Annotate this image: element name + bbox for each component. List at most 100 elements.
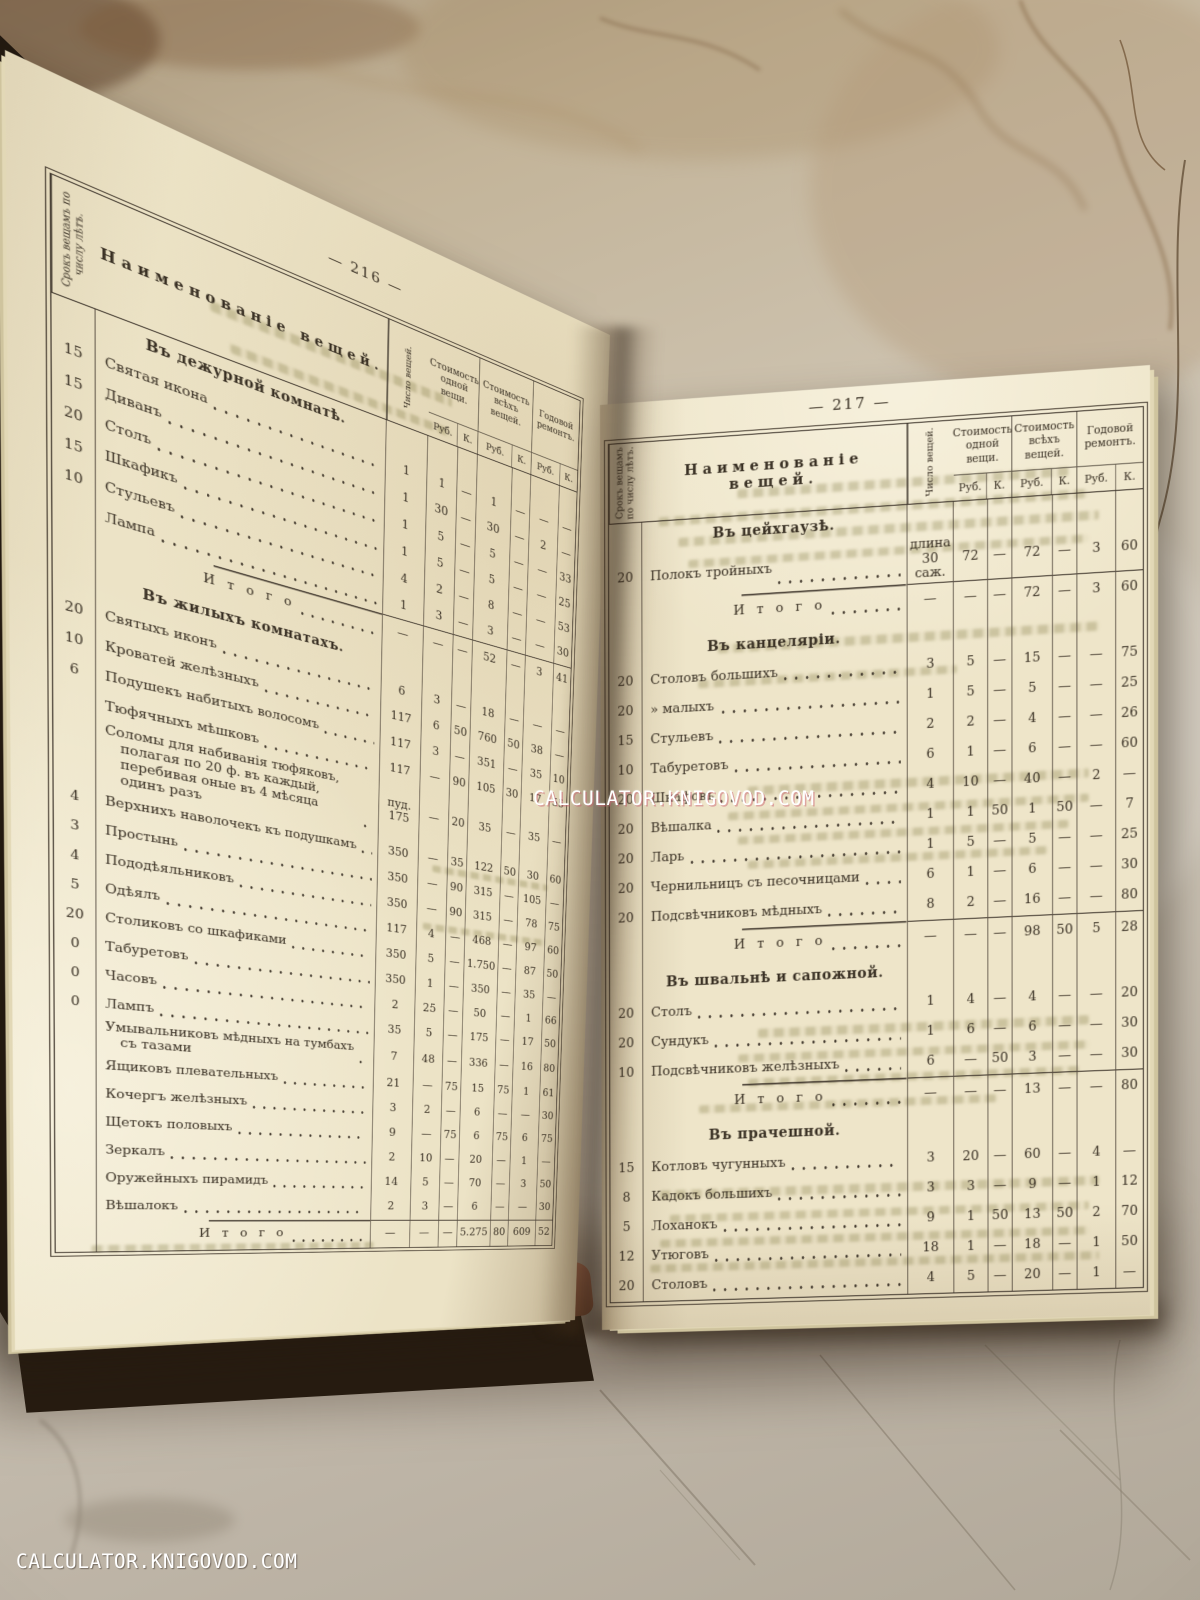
total-value-cell: 28: [1116, 910, 1143, 946]
value-cell: 3: [908, 1172, 955, 1205]
column-subheader: Руб. К.: [1077, 463, 1142, 493]
column-group-cost_all: Стоимость всѣхъ вещей. Руб. К.: [477, 358, 535, 475]
value-cell: 6: [510, 1126, 540, 1152]
value-cell: —: [445, 949, 465, 977]
value-cell: 50: [1053, 792, 1078, 824]
value-cell: 1: [512, 1080, 541, 1106]
value-cell: [907, 952, 955, 988]
value-cell: —: [497, 980, 516, 1007]
dot-leader: [359, 1060, 369, 1064]
value-cell: —: [1053, 1040, 1078, 1072]
value-cell: [1012, 948, 1054, 984]
value-cell: 2: [954, 887, 989, 919]
value-cell: 40: [1012, 763, 1054, 796]
value-cell: [1052, 493, 1078, 529]
item-name: Вѣшалка: [650, 818, 712, 837]
value-cell: 75: [493, 1126, 512, 1151]
item-name: Лампъ: [105, 997, 155, 1017]
value-cell: —: [988, 644, 1013, 677]
value-cell: —: [954, 1044, 989, 1076]
item-name: Утюговъ: [651, 1247, 710, 1264]
value-cell: 16: [512, 1053, 542, 1083]
value-cell: —: [1077, 1039, 1117, 1072]
term-years-cell: [54, 1015, 97, 1052]
value-cell: [988, 950, 1013, 985]
term-years-cell: [54, 1048, 97, 1080]
value-cell: —: [988, 1140, 1013, 1172]
value-cell: 20: [954, 1141, 989, 1173]
column-group-repair: Годовой ремонтъ.Руб. К.: [1077, 407, 1143, 493]
value-cell: 5: [1012, 672, 1054, 706]
item-name: Вѣшалокъ: [105, 1198, 179, 1213]
dot-leader: [832, 607, 901, 615]
term-years-cell: [55, 1134, 97, 1165]
total-value-cell: —: [907, 581, 954, 619]
column-header-repair: Годовой ремонтъ.: [1077, 407, 1143, 468]
item-name: Стульевъ: [650, 729, 714, 748]
value-cell: 20: [448, 793, 469, 854]
value-cell: 3: [509, 1173, 538, 1197]
value-cell: —: [493, 1102, 513, 1127]
item-name: Подсвѣчниковъ желѣзныхъ: [651, 1057, 840, 1080]
value-cell: 70: [458, 1172, 493, 1197]
value-cell: 30: [1121, 856, 1138, 873]
value-cell: —: [491, 1172, 511, 1197]
dot-leader: [713, 1283, 902, 1292]
term-years-cell: [53, 711, 97, 787]
value-cell: —: [1053, 1010, 1078, 1042]
subcolumn-kop: К.: [1123, 469, 1136, 483]
value-cell: 10: [953, 766, 989, 799]
total-value-cell: 98: [1012, 914, 1054, 951]
dot-leader: [832, 1100, 902, 1107]
total-value-cell: 80: [490, 1219, 509, 1246]
value-cell: 48: [413, 1045, 444, 1076]
dot-leader: [845, 1066, 902, 1073]
value-cell: 9: [1012, 1169, 1054, 1201]
item-name: » малыхъ: [650, 699, 715, 718]
total-value-cell: —: [1053, 1071, 1078, 1107]
item-name: Ящиковъ плевательныхъ: [105, 1058, 279, 1084]
dot-leader: [170, 1155, 367, 1164]
value-cell: —: [1053, 762, 1078, 794]
inventory-table-216: Срокъ вещамъ по числу лѣтъ. Наименованіе …: [45, 168, 585, 1257]
value-cell: 30: [502, 780, 522, 809]
value-cell: 4: [416, 920, 447, 950]
value-cell: 26: [1121, 704, 1138, 721]
value-cell: 16: [1012, 884, 1054, 917]
item-name: Щетокъ половыхъ: [105, 1114, 233, 1134]
value-cell: —: [1122, 1142, 1137, 1159]
value-cell: 35: [374, 1016, 415, 1046]
value-cell: —: [439, 1195, 459, 1220]
value-cell: 3: [908, 1142, 955, 1175]
value-cell: —: [1053, 731, 1078, 764]
value-cell: —: [988, 1170, 1013, 1202]
value-cell: 70: [1121, 1203, 1138, 1219]
value-cell: 4: [907, 768, 954, 802]
dot-leader: [690, 850, 901, 864]
value-cell: 5: [953, 676, 989, 709]
total-value-cell: —: [1077, 1069, 1117, 1106]
value-cell: 2: [907, 708, 954, 742]
watermark-center: CALCULATOR.KNIGOVOD.COM: [533, 787, 815, 810]
value-cell: 80: [1121, 886, 1138, 903]
value-cell: 1: [1012, 793, 1054, 826]
value-cell: 20: [1121, 984, 1138, 1001]
value-cell: 50: [988, 795, 1013, 828]
value-cell: 75: [440, 1123, 461, 1149]
value-cell: 35: [467, 797, 503, 860]
value-cell: —: [439, 1171, 459, 1196]
value-cell: 10: [411, 1146, 441, 1172]
value-cell: 12: [1121, 1173, 1138, 1189]
value-cell: 1: [1077, 1227, 1117, 1259]
total-value-cell: 5: [1077, 911, 1117, 948]
value-cell: длина 30 саж.: [907, 534, 954, 585]
value-cell: 2: [953, 706, 989, 739]
value-cell: 2: [375, 991, 416, 1021]
term-years-cell: 0: [54, 927, 97, 962]
value-cell: 1: [1077, 1257, 1117, 1289]
dot-leader: [719, 730, 901, 744]
value-cell: [988, 497, 1013, 533]
value-cell: 3: [372, 1095, 414, 1123]
value-cell: [1052, 607, 1078, 643]
value-cell: 3: [954, 1171, 989, 1203]
